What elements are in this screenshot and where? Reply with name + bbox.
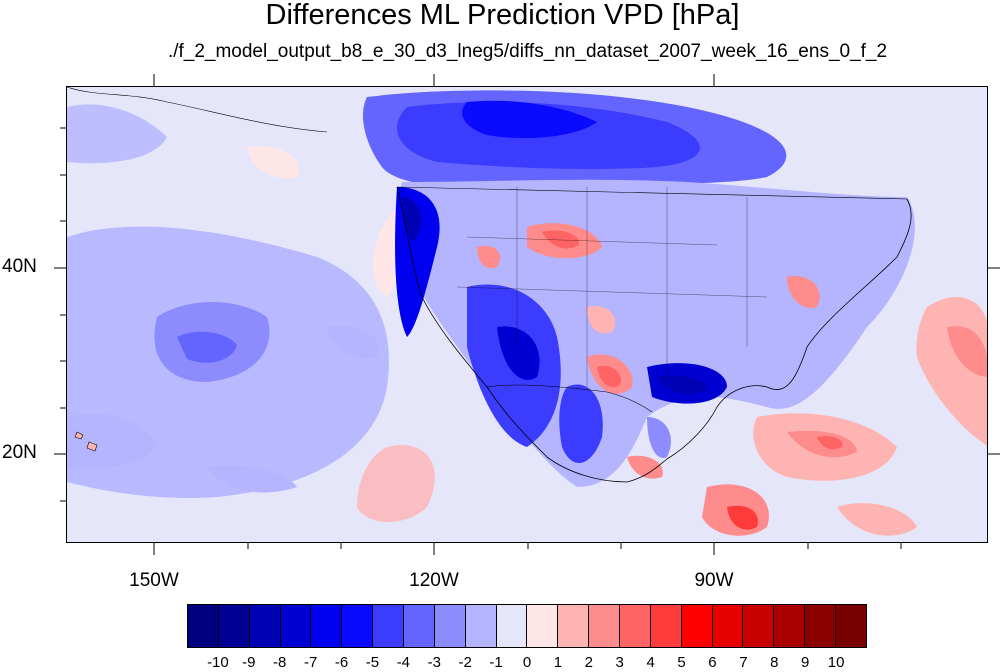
colorbar-box bbox=[589, 605, 621, 647]
colorbar-box bbox=[681, 605, 713, 647]
colorbar-label: 2 bbox=[584, 654, 593, 671]
colorbar-label: 5 bbox=[677, 654, 686, 671]
colorbar-label: -1 bbox=[489, 654, 503, 671]
map-panel bbox=[66, 86, 988, 543]
colorbar-label: 8 bbox=[770, 654, 779, 671]
colorbar-label: -5 bbox=[365, 654, 380, 671]
colorbar-label: -7 bbox=[303, 654, 318, 671]
colorbar-label: -4 bbox=[396, 654, 411, 671]
colorbar-box bbox=[774, 605, 806, 647]
lon-label-90w: 90W bbox=[694, 570, 734, 591]
colorbar-label: -3 bbox=[427, 654, 441, 671]
colorbar-box bbox=[311, 605, 343, 647]
colorbar-box bbox=[280, 605, 312, 647]
colorbar-label: 0 bbox=[522, 654, 532, 671]
colorbar-box bbox=[805, 605, 837, 647]
colorbar-box bbox=[712, 605, 744, 647]
colorbar-box bbox=[836, 605, 866, 647]
colorbar-box bbox=[373, 605, 405, 647]
colorbar-label: 4 bbox=[646, 654, 655, 671]
colorbar-box bbox=[434, 605, 466, 647]
colorbar-label: -8 bbox=[273, 654, 287, 671]
colorbar-box bbox=[342, 605, 374, 647]
colorbar-label: -6 bbox=[334, 654, 349, 671]
colorbar-box bbox=[404, 605, 435, 647]
colorbar-box bbox=[188, 605, 219, 647]
lon-label-150w: 150W bbox=[129, 570, 179, 591]
colorbar-box bbox=[650, 605, 682, 647]
colorbar-box bbox=[249, 605, 281, 647]
colorbar-box bbox=[218, 605, 250, 647]
map-title: Differences ML Prediction VPD [hPa] bbox=[265, 0, 740, 31]
colorbar-box bbox=[558, 605, 590, 647]
colorbar bbox=[187, 604, 867, 648]
colorbar-label: -10 bbox=[207, 654, 229, 671]
lon-label-120w: 120W bbox=[409, 570, 459, 591]
colorbar-label: 3 bbox=[615, 654, 624, 671]
colorbar-box bbox=[527, 605, 559, 647]
lat-label-40n: 40N bbox=[2, 256, 37, 277]
colorbar-box bbox=[496, 605, 528, 647]
vpd-difference-field bbox=[67, 87, 987, 542]
colorbar-box bbox=[743, 605, 775, 647]
colorbar-label: -9 bbox=[242, 654, 256, 671]
colorbar-box bbox=[620, 605, 651, 647]
colorbar-label: 10 bbox=[827, 654, 845, 671]
colorbar-label: 6 bbox=[708, 654, 717, 671]
colorbar-label: 9 bbox=[801, 654, 810, 671]
map-subtitle: ./f_2_model_output_b8_e_30_d3_lneg5/diff… bbox=[167, 41, 888, 62]
lat-label-20n: 20N bbox=[2, 442, 37, 463]
colorbar-label: 7 bbox=[739, 654, 748, 671]
colorbar-box bbox=[465, 605, 497, 647]
colorbar-label: -2 bbox=[458, 654, 472, 671]
colorbar-label: 1 bbox=[553, 654, 563, 671]
